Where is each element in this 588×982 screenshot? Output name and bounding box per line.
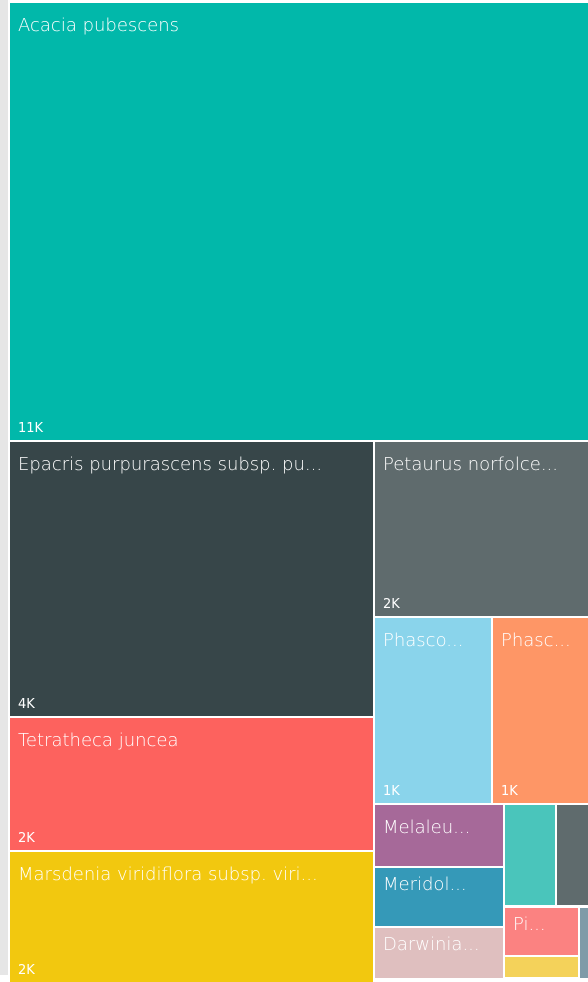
tile-label: Pi... bbox=[513, 914, 546, 935]
tile[interactable]: Tetratheca juncea 2K bbox=[10, 718, 373, 850]
tile[interactable] bbox=[557, 805, 588, 905]
value-label: 4K bbox=[18, 697, 35, 712]
tile[interactable]: Phasco... 1K bbox=[375, 618, 491, 803]
tile-label: Melaleu... bbox=[383, 817, 471, 838]
tile[interactable] bbox=[580, 908, 588, 978]
tile[interactable]: Darwinia... bbox=[375, 928, 503, 978]
tile-label: Marsdenia viridiflora subsp. viri... bbox=[18, 864, 318, 885]
tile[interactable]: Phasc... 1K bbox=[493, 618, 588, 803]
tile[interactable]: Melaleu... bbox=[375, 805, 503, 866]
tile[interactable]: Acacia pubescens 11K bbox=[10, 3, 588, 440]
value-label: 11K bbox=[18, 421, 44, 436]
tile-label: Phasc... bbox=[501, 630, 571, 651]
tile-label: Darwinia... bbox=[383, 934, 480, 955]
tile[interactable]: Petaurus norfolce... 2K bbox=[375, 442, 588, 616]
tile-label: Meridol... bbox=[383, 874, 467, 895]
tile[interactable]: Epacris purpurascens subsp. pu... 4K bbox=[10, 442, 373, 716]
tile-label: Phasco... bbox=[383, 630, 464, 651]
value-label: 2K bbox=[383, 597, 400, 612]
value-label: 1K bbox=[501, 784, 518, 799]
tile[interactable]: Marsdenia viridiflora subsp. viri... 2K bbox=[10, 852, 373, 982]
panel-edge bbox=[0, 0, 8, 975]
tile[interactable]: Pi... bbox=[505, 908, 578, 955]
value-label: 2K bbox=[18, 831, 35, 846]
tile[interactable] bbox=[505, 805, 555, 905]
tile-label: Acacia pubescens bbox=[18, 15, 180, 36]
tile-label: Tetratheca juncea bbox=[18, 730, 179, 751]
tile[interactable] bbox=[505, 957, 578, 977]
tile[interactable]: Meridol... bbox=[375, 868, 503, 926]
tile-label: Petaurus norfolce... bbox=[383, 454, 558, 475]
value-label: 2K bbox=[18, 963, 35, 978]
tile-label: Epacris purpurascens subsp. pu... bbox=[18, 454, 323, 475]
value-label: 1K bbox=[383, 784, 400, 799]
